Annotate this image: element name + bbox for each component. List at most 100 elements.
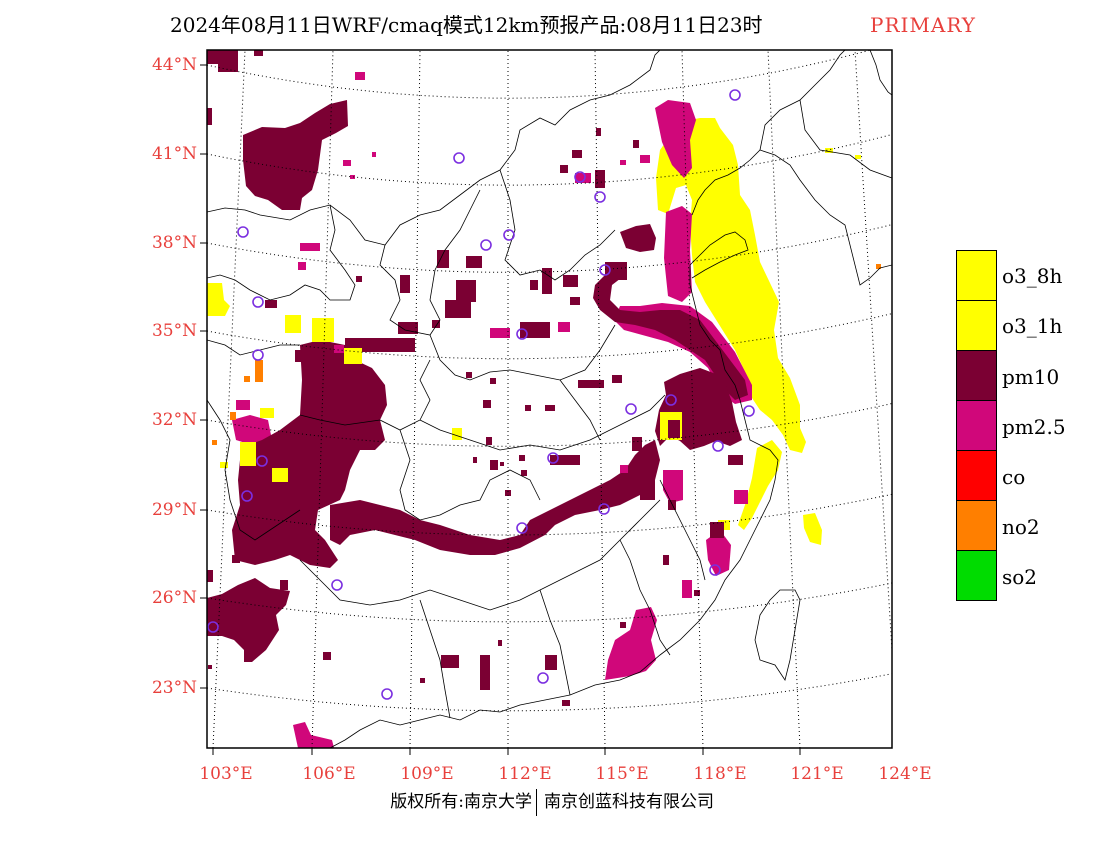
pm25-patch [575, 173, 591, 183]
legend-swatch-no2 [956, 500, 997, 551]
pm10-patch [505, 490, 511, 496]
national-boundary-korea [799, 99, 892, 179]
lon-label-115e: 115°E [595, 764, 649, 784]
pm10-patch [498, 640, 502, 646]
pm10-patch [550, 455, 580, 465]
o3-8h-patch [240, 442, 256, 466]
pm25-patch [490, 328, 510, 338]
city-marker [743, 405, 755, 417]
longitude-gridline [212, 50, 246, 748]
city-marker [598, 503, 610, 515]
latitude-gridline [207, 50, 873, 99]
legend-swatch-so2 [956, 550, 997, 601]
pm10-area-shandong-arc [593, 263, 748, 400]
city-marker [547, 452, 559, 464]
pm10-patch [207, 108, 212, 125]
legend-swatch-o3-8h [956, 250, 997, 301]
legend-label-pm25: pm2.5 [1002, 415, 1066, 439]
no2-patch [230, 412, 236, 420]
province-boundary [539, 589, 571, 696]
pm10-patch [612, 375, 622, 383]
small-pollutant-patches [207, 50, 881, 706]
city-marker [503, 229, 515, 241]
pm25-patch [640, 155, 650, 163]
pm10-area-sichuan [232, 340, 387, 568]
map-area [207, 50, 892, 748]
longitude-gridline [409, 50, 421, 748]
no2-patch [255, 360, 263, 382]
lat-label-35n: 35°N [151, 321, 197, 341]
pm10-area-tianjin [620, 224, 656, 252]
province-boundary [419, 599, 451, 719]
lat-label-32n: 32°N [151, 410, 197, 430]
pm25-patch [343, 160, 351, 166]
city-marker [537, 672, 549, 684]
lon-label-106e: 106°E [302, 764, 356, 784]
latitude-gridline [207, 673, 892, 712]
pm10-patch [345, 338, 415, 352]
pm10-patch [668, 420, 680, 438]
copyright-owner: 版权所有:南京大学 [390, 792, 532, 812]
pm25-patch [372, 152, 376, 157]
city-marker [665, 394, 677, 406]
lon-label-124e: 124°E [878, 764, 932, 784]
pm10-area-northwest [243, 100, 348, 210]
pm10-patch [456, 280, 476, 302]
legend-label-o3-8h: o3_8h [1002, 264, 1063, 288]
legend-label-no2: no2 [1002, 515, 1040, 539]
pm10-patch [525, 405, 531, 411]
pm10-patch [500, 462, 504, 466]
no2-patch [876, 264, 881, 269]
pm25-patch [334, 345, 344, 353]
pm10-patch [208, 665, 212, 669]
map-title: 2024年08月11日WRF/cmaq模式12km预报产品:08月11日23时 [170, 13, 763, 37]
pm10-patch [483, 400, 491, 408]
pm10-area-northwest-corner [207, 50, 238, 72]
province-boundary [207, 399, 301, 541]
copyright-separator [536, 789, 537, 816]
pm10-patch [490, 378, 496, 384]
pm10-patch [640, 480, 655, 500]
legend-swatch-co [956, 450, 997, 501]
pm10-patch [605, 262, 627, 280]
longitude-gridline [594, 50, 606, 748]
pm10-patch [265, 596, 273, 604]
o3-8h-patch [825, 148, 833, 153]
national-boundary-north [207, 50, 661, 246]
o3-8h-patch [260, 408, 274, 418]
pm10-patch [295, 350, 305, 362]
pm25-area-jiangxi [663, 470, 683, 503]
pm10-patch [545, 405, 555, 411]
province-boundary [659, 479, 706, 581]
lat-label-23n: 23°N [151, 678, 197, 698]
province-boundary [499, 169, 616, 281]
longitude-gridline [311, 50, 334, 748]
pm25-patch [355, 72, 365, 80]
national-boundary-northeast [759, 50, 846, 151]
pm10-patch [445, 300, 471, 318]
legend-swatch-pm10 [956, 350, 997, 401]
lat-label-44n: 44°N [151, 55, 197, 75]
pm10-patch [280, 580, 288, 590]
city-marker [237, 226, 249, 238]
pm25-patch [298, 262, 306, 270]
city-marker [516, 328, 528, 340]
axis-ticks [200, 64, 801, 755]
province-boundary [559, 379, 601, 441]
legend-label-so2: so2 [1002, 565, 1038, 589]
city-marker [256, 455, 268, 467]
pm10-patch [420, 678, 425, 683]
coastline-bohai [691, 149, 892, 286]
pm10-patch [668, 500, 676, 510]
o3-area-zhejiang [738, 440, 782, 530]
o3-8h-patch [344, 348, 362, 364]
pm10-patch [545, 655, 557, 670]
city-marker [331, 579, 343, 591]
pm10-patch [596, 128, 601, 136]
legend-swatch-pm25 [956, 400, 997, 451]
latitude-gridline [207, 403, 892, 447]
city-marker [574, 171, 586, 183]
pm10-patch [400, 275, 410, 293]
city-marker [709, 564, 721, 576]
pm25-patch [558, 322, 570, 332]
